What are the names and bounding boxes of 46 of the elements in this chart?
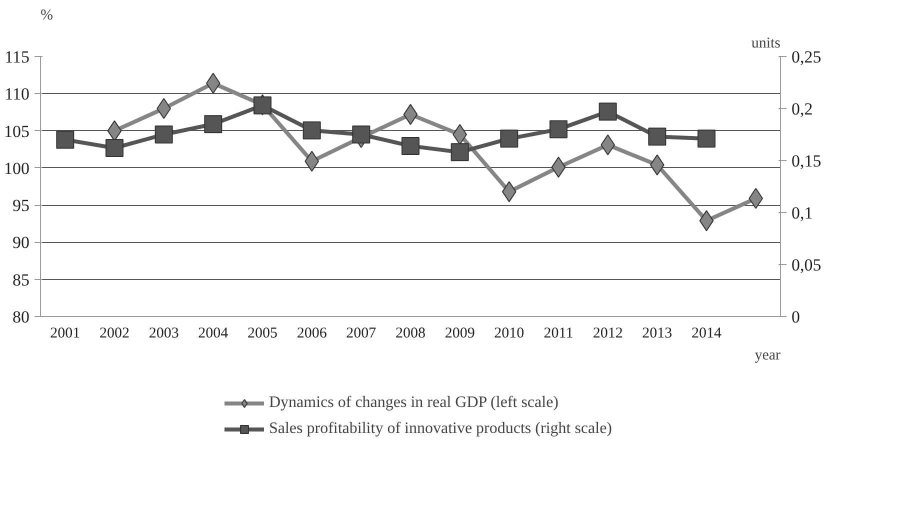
y2-tick-label: 0 [792, 308, 800, 326]
y2-tick-label: 0,05 [792, 256, 822, 274]
x-tick-label: 2009 [444, 326, 475, 342]
y-tick-label: 80 [12, 308, 30, 326]
point [450, 143, 469, 162]
y-tick-label: 95 [12, 196, 30, 216]
x-tick-label: 2002 [100, 326, 130, 342]
x-axis-title: year [754, 348, 781, 364]
point [648, 128, 666, 146]
point [154, 126, 173, 144]
x-tick-label: 2013 [642, 326, 672, 342]
y-tick-label: 105 [4, 122, 30, 141]
legend-label: Sales profitability of innovative products (right scale) [268, 420, 612, 438]
point [550, 120, 568, 138]
point [698, 130, 716, 148]
point [352, 126, 370, 144]
x-tick-label: 2001 [50, 326, 80, 342]
y-axis-title: % [40, 8, 53, 24]
x-tick-label: 2006 [296, 326, 328, 342]
y-tick-label: 100 [4, 158, 30, 178]
point [106, 139, 124, 158]
x-tick-label: 2007 [346, 326, 377, 342]
x-tick-label: 2003 [148, 326, 179, 342]
legend-label: Dynamics of changes in real GDP (left scale) [268, 394, 559, 412]
y2-tick-label: 0,15 [792, 152, 822, 170]
point [598, 102, 617, 121]
y-tick-label: 90 [12, 233, 30, 252]
x-tick-label: 2011 [544, 326, 574, 342]
point [56, 130, 74, 149]
point [204, 115, 222, 134]
point [402, 136, 420, 155]
y2-tick-label: 0,25 [792, 48, 822, 66]
x-tick-label: 2014 [692, 326, 722, 342]
x-tick-label: 2005 [248, 326, 278, 342]
x-tick-label: 2010 [494, 326, 524, 342]
x-tick-label: 2008 [396, 326, 426, 342]
point [302, 121, 321, 140]
y2-tick-label: 0,2 [792, 100, 813, 118]
y2-axis-title: units [751, 36, 781, 52]
y-tick-label: 85 [12, 270, 30, 290]
y-tick-label: 110 [4, 84, 30, 104]
x-tick-label: 2004 [198, 326, 229, 342]
x-tick-label: 2012 [592, 326, 623, 342]
y2-tick-label: 0,1 [792, 204, 813, 222]
point [500, 130, 518, 148]
y-tick-label: 115 [4, 48, 30, 66]
